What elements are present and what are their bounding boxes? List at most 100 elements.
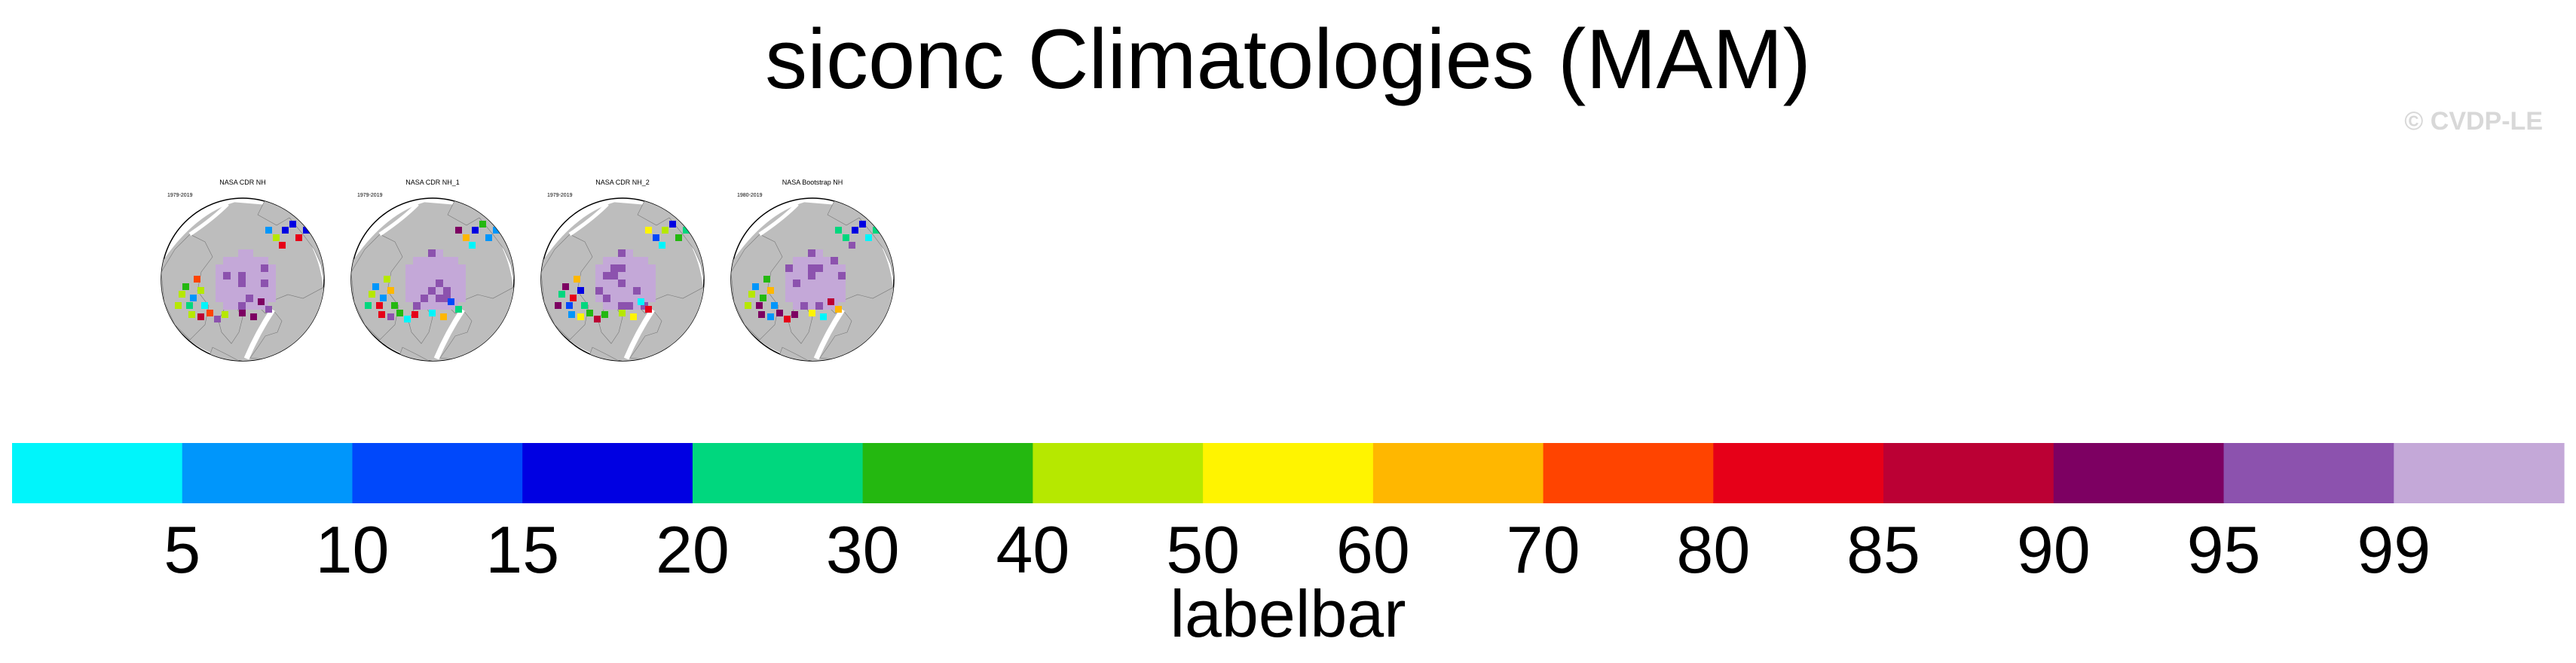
ice-cell <box>838 272 846 280</box>
ice-cell <box>808 295 815 302</box>
ice-cell <box>365 302 372 309</box>
ice-cell <box>261 302 268 310</box>
ice-cell <box>645 227 652 234</box>
ice-cell <box>662 227 668 234</box>
ice-cell <box>421 280 428 287</box>
ice-cell <box>223 295 231 302</box>
ice-cell <box>618 287 626 295</box>
ice-cell <box>391 302 398 309</box>
ice-cell <box>273 234 280 241</box>
ice-cell <box>793 280 800 287</box>
colorbar-tick-label: 5 <box>164 512 200 587</box>
ice-cell <box>436 287 443 295</box>
ice-cell <box>785 272 793 280</box>
colorbar-box <box>862 443 1033 503</box>
ice-cell <box>823 280 831 287</box>
colorbar-tick-label: 70 <box>1507 512 1580 587</box>
ice-cell <box>443 280 451 287</box>
ice-cell <box>303 227 310 234</box>
ice-cell <box>619 310 626 316</box>
ice-cell <box>372 283 379 290</box>
ice-cell <box>289 221 296 228</box>
ice-cell <box>436 280 443 287</box>
ice-cell <box>428 249 436 257</box>
ice-cell <box>570 295 577 301</box>
ice-cell <box>421 295 428 302</box>
ice-cell <box>231 257 238 264</box>
ice-cell <box>207 310 213 316</box>
ice-cell <box>638 298 644 305</box>
ice-cell <box>815 264 823 272</box>
ice-cell <box>838 287 846 295</box>
ice-cell <box>261 272 268 280</box>
ice-cell <box>633 264 641 272</box>
ice-cell <box>428 287 436 295</box>
ice-cell <box>182 283 189 290</box>
colorbar-tick-label: 85 <box>1846 512 1920 587</box>
ice-cell <box>785 280 793 287</box>
ice-cell <box>458 295 466 302</box>
ice-cell <box>197 287 204 294</box>
map-panel: NASA Bootstrap NH 1980-2019 <box>730 179 895 362</box>
ice-cell <box>626 264 633 272</box>
ice-cell <box>800 272 808 280</box>
ice-cell <box>246 257 253 264</box>
ice-cell <box>784 316 791 322</box>
ice-cell <box>771 302 778 309</box>
map-panel-title: NASA Bootstrap NH <box>782 179 843 186</box>
ice-cell <box>223 264 231 272</box>
ice-cell <box>458 280 466 287</box>
ice-cell <box>238 280 246 287</box>
ice-cell <box>815 272 823 280</box>
ice-cell <box>405 272 413 280</box>
ice-cell <box>238 295 246 302</box>
ice-cell <box>268 280 276 287</box>
ice-cell <box>265 306 272 313</box>
map-channel <box>243 308 275 360</box>
ice-cell <box>451 302 458 310</box>
ice-cell <box>428 295 436 302</box>
ice-cell <box>610 257 618 264</box>
ice-cell <box>626 287 633 295</box>
ice-cell <box>493 227 500 234</box>
ice-cell <box>641 287 648 295</box>
ice-cell <box>179 291 185 298</box>
ice-cell <box>808 257 815 264</box>
ice-cell <box>231 272 238 280</box>
ice-cell <box>633 257 641 264</box>
ice-cell <box>610 302 618 310</box>
ice-cell <box>258 298 265 305</box>
ice-cell <box>463 234 470 241</box>
ice-cell <box>767 313 774 320</box>
ice-cell <box>413 295 421 302</box>
ice-cell <box>791 311 798 318</box>
colorbar-box <box>1372 443 1544 503</box>
colorbar-box <box>182 443 353 503</box>
ice-cell <box>268 287 276 295</box>
ice-cell <box>413 272 421 280</box>
ice-cell <box>776 310 783 316</box>
colorbar-tick-label: 99 <box>2357 512 2431 587</box>
ice-cell <box>216 272 223 280</box>
ice-cell <box>568 311 575 318</box>
ice-cell <box>223 287 231 295</box>
ice-cell <box>626 302 633 310</box>
ice-cell <box>633 287 641 295</box>
ice-cell <box>405 264 413 272</box>
ice-cell <box>603 302 610 310</box>
ice-cell <box>231 295 238 302</box>
ice-cell <box>603 264 610 272</box>
ice-cell <box>835 306 842 313</box>
ice-cell <box>268 272 276 280</box>
map-panel-years: 1980-2019 <box>737 193 763 198</box>
watermark: © CVDP-LE <box>2404 107 2543 136</box>
map-channel <box>758 203 799 237</box>
ice-cell <box>436 295 443 302</box>
ice-cell <box>558 291 565 298</box>
ice-cell <box>458 287 466 295</box>
ice-cell <box>562 283 569 290</box>
ice-cell <box>595 287 603 295</box>
ice-cell <box>815 257 823 264</box>
ice-cell <box>246 249 253 257</box>
